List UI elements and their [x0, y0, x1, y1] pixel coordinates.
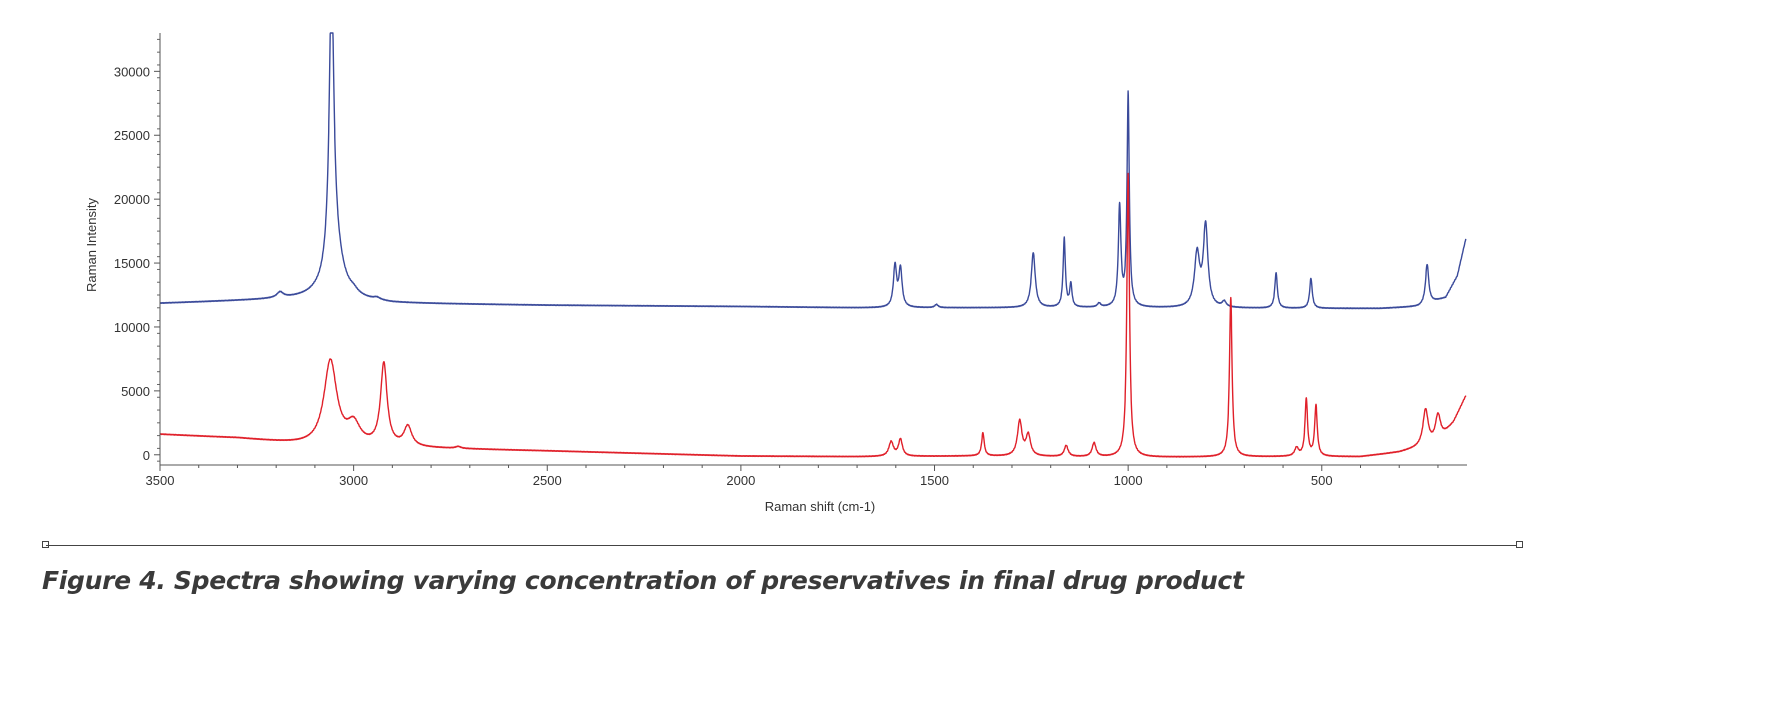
figure-caption: Figure 4. Spectra showing varying concen…: [42, 566, 1244, 595]
y-tick-label: 25000: [114, 128, 150, 143]
raman-spectra-chart: 0 5000 10000 15000 20000 25000 30000 3500 3000 2…: [84, 32, 1467, 514]
x-tick-label: 2000: [726, 473, 755, 488]
x-tick-label: 3000: [339, 473, 368, 488]
spectrum-line-1: [159, 32, 1467, 310]
x-tick-label: 3500: [146, 473, 175, 488]
y-axis-title: Raman Intensity: [84, 198, 99, 292]
y-tick-label: 20000: [114, 192, 150, 207]
x-tick-label: 500: [1311, 473, 1333, 488]
series-group: [159, 32, 1467, 458]
divider-left-cap: [42, 541, 49, 548]
divider-right-cap: [1516, 541, 1523, 548]
x-tick-label: 2500: [533, 473, 562, 488]
y-tick-label: 0: [143, 448, 150, 463]
y-tick-label: 15000: [114, 256, 150, 271]
x-tick-label: 1500: [920, 473, 949, 488]
y-axis-ticks: 0 5000 10000 15000 20000 25000 30000: [114, 38, 160, 463]
y-tick-label: 10000: [114, 320, 150, 335]
x-tick-label: 1000: [1114, 473, 1143, 488]
x-axis-ticks: 3500 3000 2500 2000 1500 1000 500: [146, 465, 1439, 488]
x-axis-title: Raman shift (cm-1): [765, 499, 876, 514]
y-tick-label: 5000: [121, 384, 150, 399]
caption-divider: [46, 545, 1519, 546]
spectrum-line-2: [159, 172, 1467, 458]
y-tick-label: 30000: [114, 64, 150, 79]
